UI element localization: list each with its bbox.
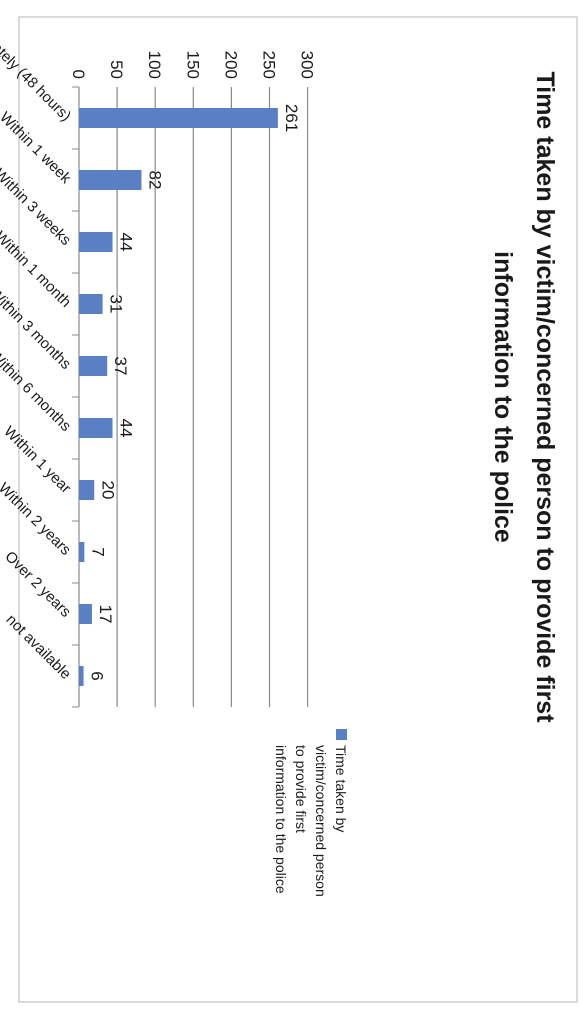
legend-label: information to the police [273, 745, 289, 894]
y-tick-label: 250 [260, 51, 279, 79]
data-label: 7 [88, 547, 107, 556]
bar [79, 356, 108, 376]
data-label: 31 [107, 295, 126, 314]
bar [79, 418, 113, 438]
bar [79, 294, 103, 314]
bar [79, 604, 92, 624]
y-tick-label: 200 [221, 51, 240, 79]
bar [79, 542, 85, 562]
data-label: 261 [282, 104, 301, 132]
data-label: 17 [96, 605, 115, 624]
bar [78, 480, 95, 500]
y-tick-label: 150 [183, 51, 202, 79]
data-label: 44 [117, 233, 136, 252]
bar [78, 108, 278, 128]
legend-label: Time taken by [333, 745, 349, 832]
legend-label: to provide first [293, 745, 309, 833]
chart-title-line: information to the police [489, 251, 517, 543]
data-label: 20 [98, 481, 117, 500]
chart-title-line: Time taken by victim/concerned person to… [531, 71, 559, 723]
bar [78, 666, 84, 686]
data-label: 44 [117, 419, 136, 438]
data-label: 82 [145, 171, 164, 190]
bar [79, 170, 142, 190]
bar [79, 232, 113, 252]
data-label: 37 [111, 357, 130, 376]
legend-swatch [336, 729, 347, 740]
y-tick-label: 300 [298, 51, 317, 79]
legend-label: victim/concerned person [313, 745, 329, 897]
y-tick-label: 0 [69, 70, 88, 79]
y-tick-label: 100 [145, 51, 164, 79]
data-label: 6 [88, 671, 107, 680]
y-tick-label: 50 [107, 60, 126, 79]
